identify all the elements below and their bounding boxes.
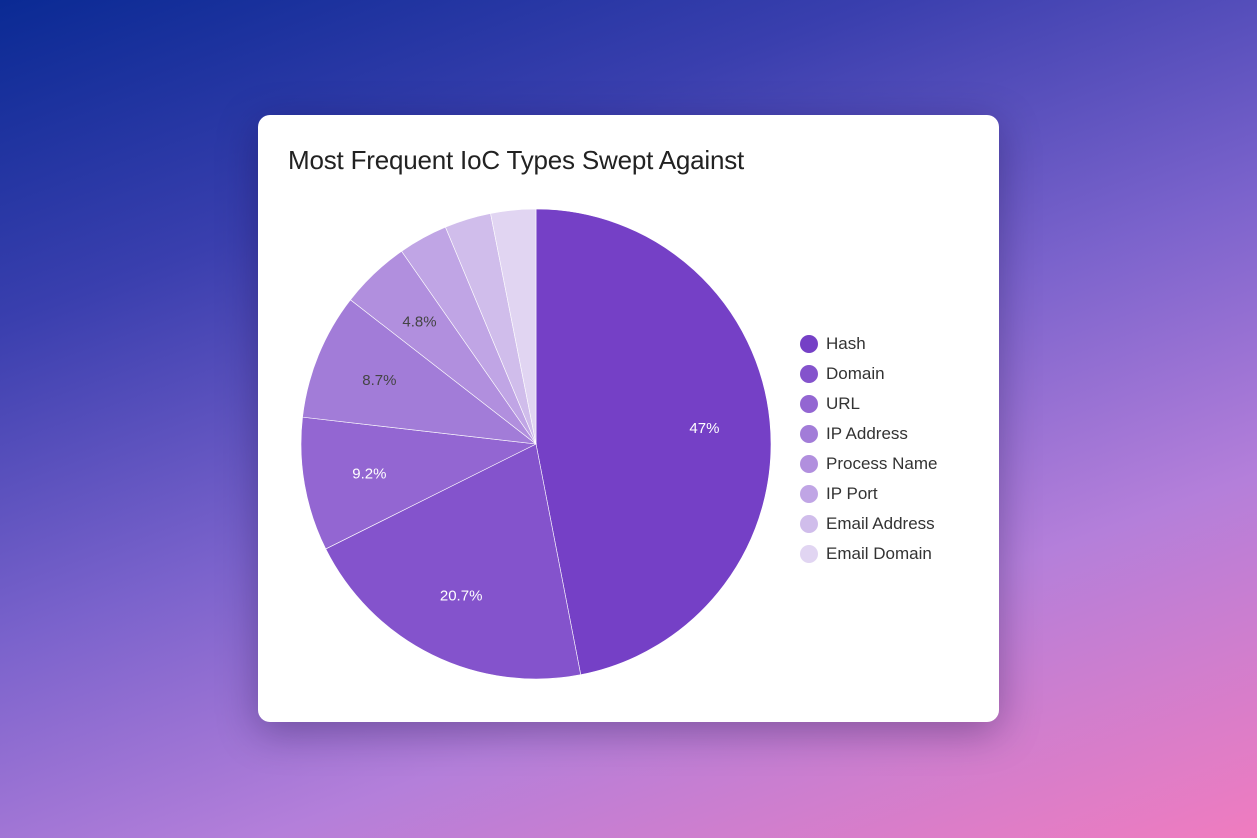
legend-item[interactable]: Email Address	[800, 509, 937, 539]
legend-label: IP Address	[826, 424, 908, 443]
legend-item[interactable]: IP Address	[800, 419, 937, 449]
legend-swatch	[800, 335, 818, 353]
legend-label: Domain	[826, 364, 885, 383]
pie-slice-ip-address[interactable]	[302, 299, 538, 445]
pie-slice-domain[interactable]	[325, 443, 582, 680]
legend-item[interactable]: Process Name	[800, 449, 937, 479]
pie-chart: 47% 20.7% 9.2% 8.7% 4.8%	[300, 208, 772, 680]
legend-swatch	[800, 545, 818, 563]
legend-label: Process Name	[826, 454, 938, 473]
legend-item[interactable]: Domain	[800, 359, 937, 389]
legend-swatch	[800, 425, 818, 443]
data-label: 4.8%	[402, 313, 436, 330]
legend-label: Email Domain	[826, 544, 932, 563]
pie-slice-url[interactable]	[300, 416, 538, 550]
legend-label: URL	[826, 394, 861, 413]
legend-swatch	[800, 485, 818, 503]
legend: Hash Domain URL IP Address Process Name IP Po…	[800, 329, 937, 569]
legend-swatch	[800, 455, 818, 473]
pie-slice-email-domain[interactable]	[490, 208, 537, 445]
data-label: 47%	[689, 420, 719, 437]
legend-swatch	[800, 515, 818, 533]
chart-title: Most Frequent IoC Types Swept Against	[288, 145, 745, 175]
pie-slice-hash[interactable]	[535, 208, 772, 676]
legend-label: Hash	[826, 334, 866, 353]
legend-label: Email Address	[826, 514, 935, 533]
legend-item[interactable]: Hash	[800, 329, 937, 359]
chart-card: Most Frequent IoC Types Swept Against 47…	[258, 115, 999, 722]
legend-item[interactable]: URL	[800, 389, 937, 419]
data-label: 8.7%	[362, 372, 396, 389]
legend-item[interactable]: IP Port	[800, 479, 937, 509]
legend-label: IP Port	[826, 484, 878, 503]
data-label: 9.2%	[352, 465, 386, 482]
legend-swatch	[800, 365, 818, 383]
legend-swatch	[800, 395, 818, 413]
legend-item[interactable]: Email Domain	[800, 539, 937, 569]
data-label: 20.7%	[440, 588, 483, 605]
